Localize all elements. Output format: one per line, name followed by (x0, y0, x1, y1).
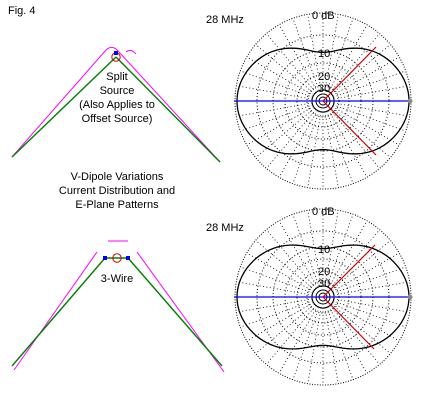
polar-spoke (266, 229, 317, 289)
polar-spoke (326, 18, 354, 91)
bottom-ring-label-0db: 0 dB (312, 206, 335, 218)
top-antenna-label-2: Source (100, 85, 135, 97)
top-ring-label-10: 10 (318, 48, 330, 60)
top-elevation-line-up (322, 46, 377, 102)
top-ring-label-20: 20 (318, 71, 330, 83)
polar-spoke (278, 306, 318, 374)
polar-spoke (326, 307, 354, 380)
polar-spoke (326, 214, 354, 287)
polar-spoke (332, 56, 400, 96)
figure-label: Fig. 4 (8, 5, 36, 17)
polar-spoke (329, 305, 380, 365)
polar-spoke (236, 85, 313, 100)
polar-spoke (333, 70, 406, 98)
polar-spoke (292, 18, 320, 91)
polar-spoke (328, 110, 368, 178)
polar-spoke (307, 14, 322, 91)
polar-spoke (246, 106, 314, 146)
top-left-wire (11, 56, 117, 158)
bottom-elevation-line-down (322, 296, 375, 350)
polar-spoke (255, 240, 315, 291)
top-antenna-label-4: Offset Source) (82, 113, 153, 125)
top-antenna-label-3: (Also Applies to (79, 99, 155, 111)
top-ring-label-30: 30 (318, 83, 330, 95)
bottom-left-junction (103, 256, 107, 260)
polar-spoke (266, 109, 317, 169)
polar-spoke (331, 303, 391, 354)
polar-spoke (246, 56, 314, 96)
polar-spoke (236, 281, 313, 296)
polar-spoke (332, 106, 400, 146)
bottom-left-wire (11, 257, 106, 367)
bottom-antenna (11, 240, 225, 373)
polar-spoke (246, 302, 314, 342)
polar-spoke (292, 111, 320, 184)
top-polar-plot (234, 12, 413, 190)
polar-spoke (333, 102, 410, 117)
bottom-ring-label-10: 10 (318, 244, 330, 256)
polar-spoke (329, 109, 380, 169)
bottom-pattern-marker (407, 294, 413, 300)
polar-spoke (240, 70, 313, 98)
top-current-envelope (11, 46, 221, 163)
caption-line-3: E-Plane Patterns (75, 199, 159, 211)
top-elevation-line-down (322, 100, 377, 156)
polar-spoke (332, 302, 400, 342)
polar-spoke (240, 266, 313, 294)
top-feed-point (114, 51, 118, 55)
polar-spoke (324, 111, 339, 188)
bottom-ring-label-20: 20 (318, 266, 330, 278)
polar-spoke (332, 252, 400, 292)
top-ring-label-0db: 0 dB (312, 10, 335, 22)
bottom-frequency: 28 MHz (206, 222, 244, 234)
polar-spoke (333, 104, 406, 132)
bottom-right-junction (126, 256, 130, 260)
bottom-right-wire (127, 257, 223, 367)
polar-spoke (278, 220, 318, 288)
polar-spoke (240, 300, 313, 328)
polar-spoke (329, 229, 380, 289)
polar-spoke (278, 24, 318, 92)
top-antenna-label-1: Split (106, 71, 127, 83)
bottom-ring-label-30: 30 (318, 278, 330, 290)
polar-spoke (329, 33, 380, 93)
top-frequency: 28 MHz (206, 14, 244, 26)
polar-spoke (246, 252, 314, 292)
polar-spoke (278, 110, 318, 178)
bottom-antenna-label: 3-Wire (101, 273, 133, 285)
top-right-wire (115, 56, 221, 163)
polar-spoke (292, 214, 320, 287)
top-antenna (11, 46, 221, 163)
polar-spoke (266, 33, 317, 93)
top-current-tail (125, 49, 137, 55)
caption-line-1: V-Dipole Variations (71, 171, 164, 183)
bottom-current-left (13, 251, 98, 371)
polar-spoke (240, 104, 313, 132)
polar-spoke (331, 107, 391, 158)
polar-spoke (328, 220, 368, 288)
bottom-polar-plot (234, 208, 413, 386)
polar-spoke (333, 298, 410, 313)
polar-spoke (328, 306, 368, 374)
bottom-elevation-line-up (322, 244, 376, 298)
polar-spoke (292, 307, 320, 380)
bottom-source-marker (112, 253, 122, 263)
top-pattern-marker (407, 98, 413, 104)
polar-spoke (333, 300, 406, 328)
polar-spoke (326, 111, 354, 184)
polar-spoke (255, 44, 315, 95)
polar-spoke (266, 305, 317, 365)
caption-line-2: Current Distribution and (59, 185, 175, 197)
polar-spoke (333, 266, 406, 294)
polar-spoke (328, 24, 368, 92)
